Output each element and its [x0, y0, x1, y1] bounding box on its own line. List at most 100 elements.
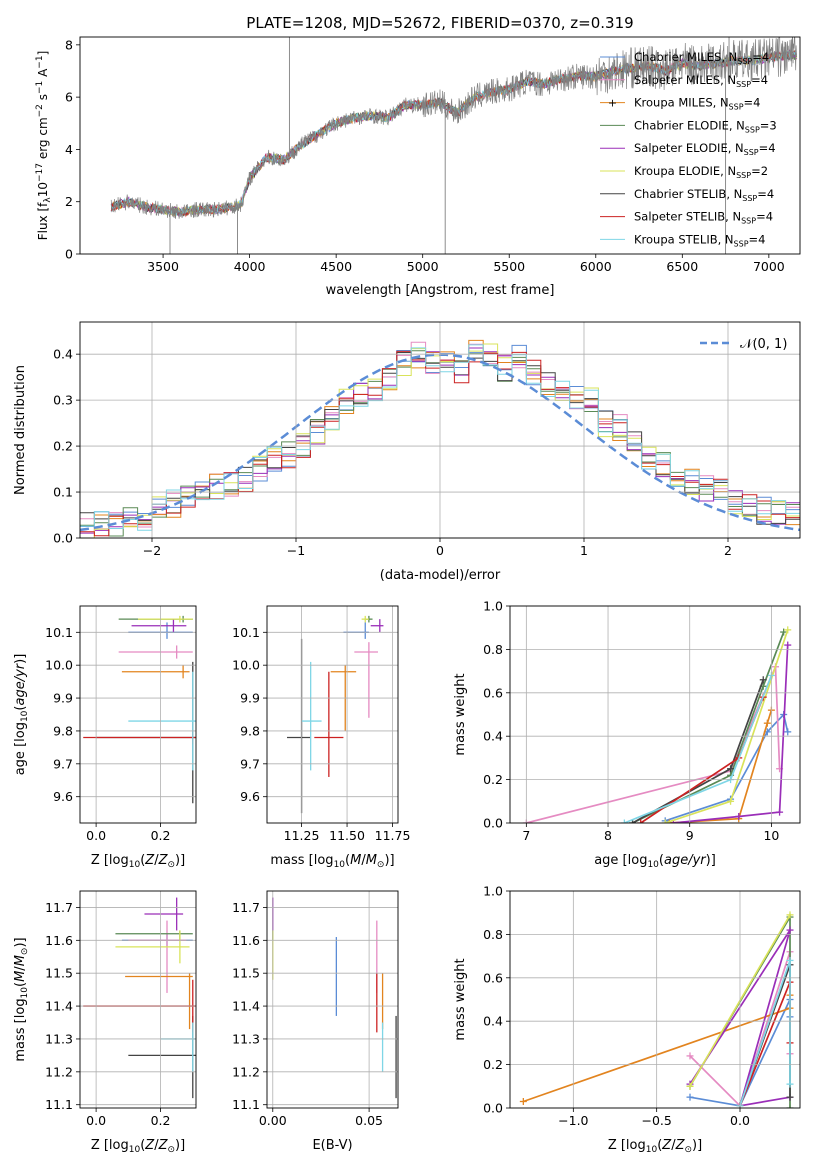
plot-area [519, 911, 794, 1108]
legend-label: Salpeter STELIB, NSSP=4 [634, 210, 773, 226]
data-line [110, 37, 797, 219]
panel-massweight-vs-age: 7 8 9 10 0.0 0.2 0.4 0.6 0.8 1.0 age [log10(age/yr… [453, 599, 801, 870]
y-axis-label: mass weight [453, 673, 468, 755]
x-tick-label: −1.0 [558, 1113, 588, 1128]
y-tick-label: 0.1 [53, 485, 73, 500]
y-tick-label: 0.2 [483, 772, 503, 787]
plot-area [272, 897, 397, 1099]
panel-massweight-vs-Z: −1.0 −0.5 0.0 0.0 0.2 0.4 0.6 0.8 1.0 Z [log10(Z/… [453, 884, 801, 1155]
x-tick-label: 0.05 [355, 1113, 383, 1128]
y-tick-label: 9.8 [240, 723, 260, 738]
panel-residuals: −2 −1 0 1 2 0.0 0.1 0.2 0.3 0.4 (data-model)/error… [13, 321, 801, 583]
legend: Chabrier MILES, NSSP=4 Salpeter MILES, NS… [600, 50, 777, 248]
x-axis-label: wavelength [Angstrom, rest frame] [326, 283, 555, 298]
x-axis-label: (data-model)/error [380, 568, 501, 583]
y-tick-label: 9.7 [240, 756, 260, 771]
y-tick-label: 8 [65, 37, 73, 52]
y-tick-label: 0.4 [483, 729, 503, 744]
plot-frame [79, 36, 801, 255]
plot-frame [266, 605, 399, 824]
plot-area [110, 37, 797, 254]
plot-frame [509, 605, 801, 824]
y-axis-label: age [log10(age/yr)] [13, 654, 30, 776]
mass-weight-line [526, 666, 781, 823]
legend-label: Kroupa STELIB, NSSP=4 [634, 232, 765, 248]
y-tick-label: 0.3 [53, 393, 73, 408]
y-tick-label: 0.0 [483, 1101, 503, 1116]
x-tick-label: 10 [763, 828, 779, 843]
x-tick-label: −2 [143, 543, 161, 558]
x-tick-label: 4500 [320, 259, 352, 274]
x-tick-label: 4000 [234, 259, 266, 274]
y-tick-label: 9.9 [240, 691, 260, 706]
y-tick-label: 9.6 [240, 789, 260, 804]
legend-label: Chabrier MILES, NSSP=4 [634, 50, 769, 66]
x-tick-label: 0.00 [259, 1113, 287, 1128]
x-axis-label: Z [log10(Z/Z⊙)] [91, 1138, 185, 1155]
x-tick-label: 11.50 [329, 828, 365, 843]
y-tick-label: 0.2 [483, 1057, 503, 1072]
y-axis-label: mass weight [453, 958, 468, 1040]
legend-label: Chabrier STELIB, NSSP=4 [634, 187, 774, 203]
x-tick-label: 0.2 [151, 828, 171, 843]
y-tick-label: 11.4 [45, 999, 73, 1014]
x-axis-label: mass [log10(M/M⊙)] [270, 853, 394, 870]
mass-weight-line [739, 960, 791, 1107]
y-tick-label: 11.6 [232, 933, 260, 948]
panel-age-vs-mass: 11.25 11.50 11.75 9.6 9.7 9.8 9.9 10.0 10.1 mass … [232, 605, 411, 870]
y-tick-label: 10.0 [45, 658, 73, 673]
y-tick-label: 11.5 [45, 966, 73, 981]
y-tick-label: 6 [65, 90, 73, 105]
y-tick-label: 11.3 [232, 1031, 260, 1046]
y-tick-label: 10.0 [232, 658, 260, 673]
x-tick-label: 8 [604, 828, 612, 843]
x-tick-label: 0.2 [151, 1113, 171, 1128]
mass-weight-line [664, 712, 789, 822]
legend-label: Kroupa MILES, NSSP=4 [634, 96, 760, 112]
y-tick-label: 11.3 [45, 1031, 73, 1046]
y-tick-label: 9.9 [53, 691, 73, 706]
y-axis-label: Normed distribution [13, 365, 28, 495]
y-tick-label: 0.6 [483, 970, 503, 985]
x-tick-label: 6500 [666, 259, 698, 274]
plot-frame [266, 890, 399, 1109]
mass-weight-line [739, 981, 791, 1107]
x-axis-label: E(B-V) [312, 1138, 352, 1153]
y-tick-label: 11.7 [232, 900, 260, 915]
y-tick-label: 11.7 [45, 900, 73, 915]
y-tick-label: 0.0 [483, 816, 503, 831]
legend-marker: + [608, 97, 617, 110]
legend-label: 𝒩(0, 1) [740, 337, 787, 352]
panel-mass-vs-EBV: 0.00 0.05 11.1 11.2 11.3 11.4 11.5 11.6 11.7 E(B-… [232, 890, 399, 1153]
figure-title: PLATE=1208, MJD=52672, FIBERID=0370, z=0… [246, 14, 633, 32]
panel-mass-vs-Z: 0.0 0.2 11.1 11.2 11.3 11.4 11.5 11.6 11.7 Z [log… [13, 890, 197, 1155]
x-tick-label: 11.75 [375, 828, 411, 843]
x-tick-label: 0.0 [86, 828, 106, 843]
y-tick-label: 0.4 [483, 1014, 503, 1029]
legend-label: Salpeter MILES, NSSP=4 [634, 73, 768, 89]
x-tick-label: 0.0 [86, 1113, 106, 1128]
x-axis-label: age [log10(age/yr)] [594, 853, 716, 870]
x-tick-label: −1 [287, 543, 305, 558]
y-tick-label: 0.8 [483, 927, 503, 942]
y-tick-label: 11.2 [232, 1064, 260, 1079]
panel-spectrum: 3500 4000 4500 5000 5500 6000 6500 7000 0 2 4 6 8 wav… [35, 36, 801, 298]
y-tick-label: 10.1 [232, 625, 260, 640]
y-tick-label: 9.7 [53, 756, 73, 771]
x-tick-label: 9 [686, 828, 694, 843]
x-tick-label: −0.5 [641, 1113, 671, 1128]
x-tick-label: 7000 [753, 259, 785, 274]
x-tick-label: 7 [522, 828, 530, 843]
y-tick-label: 4 [65, 142, 73, 157]
y-axis-label: mass [log10(M/M⊙)] [13, 937, 30, 1061]
y-tick-label: 11.6 [45, 933, 73, 948]
mass-weight-line [669, 709, 773, 823]
y-tick-label: 0.8 [483, 642, 503, 657]
y-tick-label: 11.2 [45, 1064, 73, 1079]
y-axis-label: Flux [fλ10−17 erg cm−2 s−1 A−1] [35, 51, 53, 241]
mass-weight-line [673, 645, 789, 823]
y-tick-label: 11.5 [232, 966, 260, 981]
y-tick-label: 1.0 [483, 884, 503, 899]
x-tick-label: 3500 [147, 259, 179, 274]
